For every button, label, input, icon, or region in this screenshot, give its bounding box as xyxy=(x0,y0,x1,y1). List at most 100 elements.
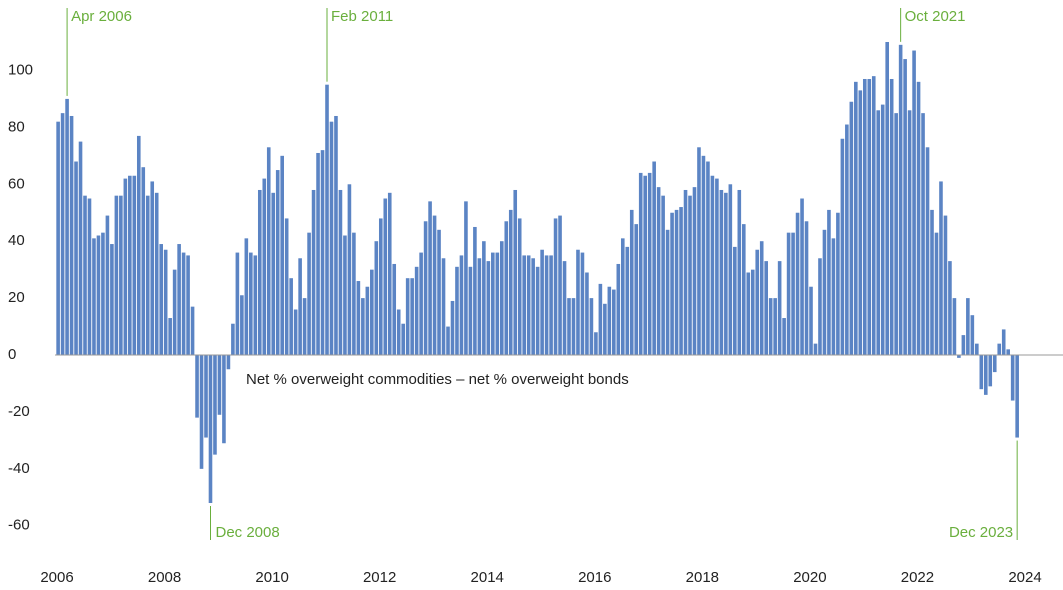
bar xyxy=(966,298,970,356)
bar xyxy=(280,155,284,356)
y-tick-label: -60 xyxy=(8,517,30,534)
bar xyxy=(885,41,889,356)
bar xyxy=(549,255,553,356)
bar xyxy=(921,113,925,356)
bar xyxy=(983,355,988,395)
bar xyxy=(970,315,975,356)
bar xyxy=(298,258,302,356)
bar xyxy=(419,252,423,356)
bar xyxy=(1001,329,1006,356)
bar xyxy=(961,335,966,356)
bar xyxy=(517,218,522,356)
bar xyxy=(275,170,280,356)
bar xyxy=(145,195,150,356)
bar xyxy=(777,261,782,356)
bar xyxy=(688,195,692,356)
bar xyxy=(764,261,768,356)
bar xyxy=(378,218,383,356)
bar xyxy=(249,252,253,356)
bar xyxy=(154,192,159,356)
bar xyxy=(607,286,612,356)
bar xyxy=(370,269,374,356)
bar xyxy=(948,261,952,356)
bar xyxy=(737,189,742,356)
bar xyxy=(907,110,912,356)
bar xyxy=(508,209,513,356)
bar xyxy=(526,255,531,356)
bar xyxy=(352,232,356,356)
bar xyxy=(670,212,674,356)
bar xyxy=(818,258,822,356)
bar xyxy=(553,218,558,356)
bar xyxy=(150,181,155,356)
bar xyxy=(894,113,898,356)
bar xyxy=(199,355,204,469)
bar xyxy=(486,261,491,356)
bar xyxy=(110,244,114,356)
bar xyxy=(701,155,706,356)
bar xyxy=(464,201,468,356)
bar xyxy=(338,189,343,356)
bar xyxy=(768,298,773,356)
x-tick-label: 2014 xyxy=(471,569,504,586)
bar xyxy=(257,189,262,356)
bar xyxy=(733,246,737,356)
bar xyxy=(383,198,388,356)
x-tick-label: 2010 xyxy=(255,569,288,586)
bar xyxy=(213,355,217,455)
bar xyxy=(773,298,777,356)
bar xyxy=(710,175,715,356)
bar xyxy=(141,167,146,356)
bar xyxy=(69,115,74,356)
y-tick-label: -20 xyxy=(8,403,30,420)
bar xyxy=(728,184,733,356)
bar xyxy=(101,232,105,356)
bar xyxy=(428,201,432,356)
bar xyxy=(123,178,128,356)
y-tick-label: 0 xyxy=(8,346,16,363)
bar xyxy=(114,195,119,356)
bar xyxy=(477,258,482,356)
y-tick-label: 60 xyxy=(8,175,25,192)
bar xyxy=(840,138,845,356)
bar xyxy=(499,241,504,356)
x-tick-label: 2006 xyxy=(40,569,73,586)
annotation-label: Dec 2023 xyxy=(949,524,1013,541)
bar xyxy=(414,266,419,356)
bar xyxy=(849,101,854,356)
x-tick-label: 2012 xyxy=(363,569,396,586)
bar xyxy=(957,355,961,358)
bar xyxy=(1010,355,1015,401)
bar xyxy=(979,355,984,390)
bar xyxy=(302,298,307,356)
bar xyxy=(674,209,679,356)
bar xyxy=(522,255,526,356)
bar xyxy=(132,175,137,356)
bar xyxy=(60,113,65,356)
bar xyxy=(231,323,235,356)
bar xyxy=(889,78,894,356)
bar xyxy=(432,215,437,356)
x-tick-label: 2016 xyxy=(578,569,611,586)
bar xyxy=(159,244,163,356)
bar xyxy=(750,269,755,356)
bar xyxy=(706,161,710,356)
bar xyxy=(468,266,473,356)
bar xyxy=(943,215,948,356)
bar xyxy=(925,147,930,356)
bar xyxy=(652,161,656,356)
bar xyxy=(831,238,836,356)
bar xyxy=(423,221,428,356)
bar xyxy=(544,255,549,356)
bar xyxy=(813,343,818,356)
bar xyxy=(992,355,997,373)
bar xyxy=(56,121,60,356)
bar xyxy=(880,104,885,356)
bar xyxy=(217,355,222,415)
bar xyxy=(997,343,1002,356)
bar xyxy=(325,84,329,356)
bar xyxy=(719,189,724,356)
bar xyxy=(535,266,540,356)
x-tick-label: 2024 xyxy=(1008,569,1041,586)
